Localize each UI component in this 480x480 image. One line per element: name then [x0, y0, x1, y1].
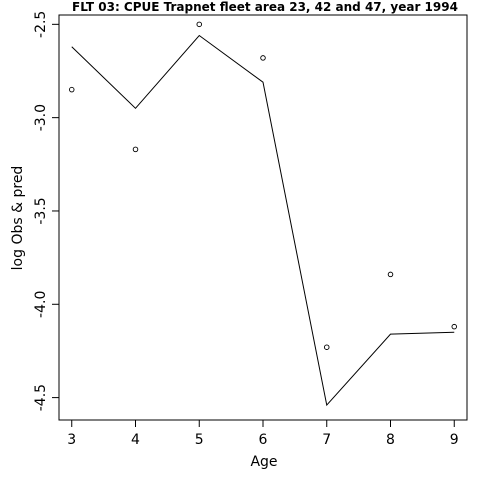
predicted-line-series	[71, 34, 455, 407]
x-tick-label: 4	[131, 432, 140, 448]
observed-point	[260, 55, 266, 61]
observed-point	[324, 344, 330, 350]
y-tick-label: -3.0	[33, 104, 49, 131]
observed-point	[451, 323, 458, 330]
x-axis-title: Age	[250, 454, 277, 470]
observed-points-series	[68, 21, 458, 350]
x-tick-label: 8	[386, 432, 395, 448]
x-tick-label: 6	[259, 432, 268, 448]
observed-point	[196, 21, 202, 28]
y-axis-title: log Obs & pred	[10, 166, 26, 271]
y-tick-label: -4.5	[33, 384, 49, 411]
plot-frame	[58, 14, 468, 421]
y-tick-label: -3.5	[33, 197, 49, 224]
x-tick-label: 7	[322, 432, 331, 448]
x-tick-label: 3	[67, 432, 76, 448]
y-tick-label: -2.5	[33, 11, 49, 38]
y-tick-label: -4.0	[33, 291, 49, 318]
observed-point	[387, 271, 394, 278]
predicted-line	[71, 34, 455, 407]
chart-title: FLT 03: CPUE Trapnet fleet area 23, 42 a…	[72, 0, 458, 14]
x-tick-label: 9	[450, 432, 459, 448]
x-axis: 3 4 5 6 7 8 9	[67, 420, 459, 448]
x-tick-label: 5	[195, 432, 204, 448]
y-axis: -2.5 -3.0 -3.5 -4.0 -4.5	[33, 11, 59, 411]
observed-point	[132, 146, 139, 153]
observed-point	[68, 86, 75, 93]
